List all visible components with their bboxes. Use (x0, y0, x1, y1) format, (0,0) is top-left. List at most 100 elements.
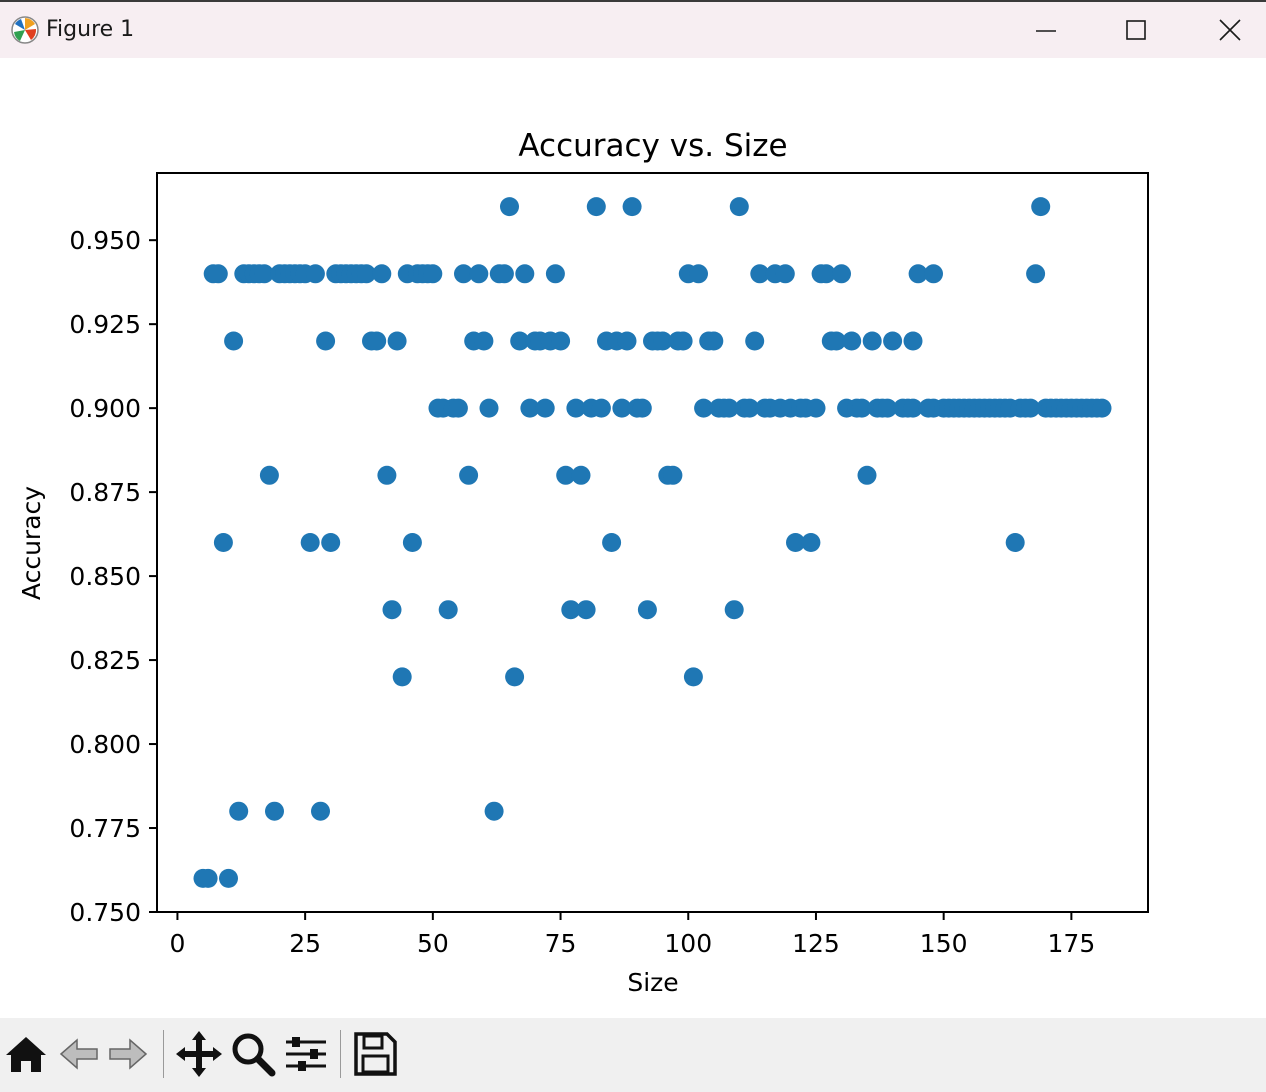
data-point (321, 533, 341, 552)
data-point (494, 264, 514, 284)
data-point (683, 667, 703, 687)
data-point (259, 465, 279, 485)
data-point (392, 667, 412, 687)
data-point (883, 331, 903, 351)
maximize-button[interactable] (1113, 12, 1159, 52)
data-point (816, 264, 836, 284)
maximize-icon (1126, 20, 1146, 40)
data-point (372, 264, 392, 284)
forward-button[interactable] (102, 1028, 154, 1080)
data-point (632, 398, 652, 418)
home-button[interactable] (0, 1028, 52, 1080)
home-icon (6, 1037, 46, 1072)
x-axis-label: Size (627, 968, 678, 997)
plot-frame (156, 172, 1149, 913)
data-point (423, 264, 443, 284)
data-point (561, 600, 581, 620)
data-point (454, 264, 473, 284)
data-point (1021, 398, 1040, 418)
toolbar-separator (163, 1030, 164, 1078)
data-points (193, 197, 1112, 888)
data-point (566, 398, 586, 418)
data-point (689, 264, 708, 284)
y-tick-label: 0.750 (69, 898, 141, 927)
data-point (505, 667, 525, 687)
data-point (224, 331, 244, 351)
y-tick-label: 0.950 (69, 226, 141, 255)
data-point (903, 398, 923, 418)
matplotlib-logo-icon (11, 16, 39, 44)
data-point (387, 331, 407, 351)
data-point (545, 264, 565, 284)
data-point (479, 398, 499, 418)
data-point (484, 801, 504, 821)
data-point (663, 465, 683, 485)
data-point (832, 264, 851, 284)
data-point (586, 197, 606, 217)
x-axis-ticks: 0 25 50 75 100 125 150 175 (169, 912, 1095, 958)
pan-button[interactable] (173, 1028, 225, 1080)
data-point (356, 264, 376, 284)
x-tick-label: 50 (417, 929, 449, 958)
data-point (653, 331, 673, 351)
data-point (254, 264, 274, 284)
figure-canvas[interactable]: Accuracy vs. Size 0 25 50 75 100 125 150 175 0.… (0, 58, 1266, 1018)
data-point (265, 801, 284, 821)
data-point (591, 398, 611, 418)
data-point (382, 600, 402, 620)
back-arrow-icon (59, 1038, 98, 1070)
x-tick-label: 25 (289, 929, 321, 958)
data-point (535, 398, 555, 418)
data-point (612, 398, 632, 418)
data-point (1031, 197, 1051, 217)
data-point (367, 331, 387, 351)
data-point (637, 600, 657, 620)
configure-subplots-button[interactable] (280, 1028, 332, 1080)
close-button[interactable] (1207, 12, 1253, 52)
data-point (852, 398, 872, 418)
data-point (459, 465, 479, 485)
data-point (213, 533, 233, 552)
data-point (510, 331, 530, 351)
data-point (801, 533, 821, 552)
data-point (500, 197, 519, 217)
y-tick-label: 0.800 (69, 730, 141, 759)
data-point (551, 331, 571, 351)
x-tick-label: 175 (1048, 929, 1096, 958)
navigation-toolbar (0, 1018, 1266, 1092)
data-point (571, 465, 591, 485)
data-point (438, 600, 458, 620)
data-point (602, 533, 622, 552)
x-tick-label: 150 (920, 929, 968, 958)
save-button[interactable] (349, 1028, 401, 1080)
back-button[interactable] (53, 1028, 105, 1080)
data-point (775, 264, 795, 284)
window-titlebar: Figure 1 (0, 0, 1266, 58)
data-point (617, 331, 637, 351)
y-axis-label: Accuracy (17, 486, 46, 600)
close-icon (1219, 19, 1241, 41)
y-tick-label: 0.775 (69, 814, 141, 843)
data-point (576, 600, 596, 620)
data-point (402, 533, 422, 552)
data-point (316, 331, 336, 351)
data-point (515, 264, 535, 284)
data-point (724, 600, 744, 620)
data-point (311, 801, 330, 821)
data-point (377, 465, 397, 485)
data-point (745, 331, 765, 351)
data-point (469, 264, 489, 284)
data-point (622, 197, 642, 217)
y-tick-label: 0.900 (69, 394, 141, 423)
data-point (903, 331, 923, 351)
zoom-button[interactable] (227, 1028, 279, 1080)
data-point (826, 331, 846, 351)
x-tick-label: 100 (664, 929, 712, 958)
data-point (924, 264, 943, 284)
forward-arrow-icon (109, 1038, 148, 1070)
data-point (198, 868, 218, 888)
minimize-button[interactable] (1023, 12, 1069, 52)
data-point (208, 264, 228, 284)
chart-title: Accuracy vs. Size (518, 128, 787, 164)
toolbar-separator (340, 1030, 341, 1078)
